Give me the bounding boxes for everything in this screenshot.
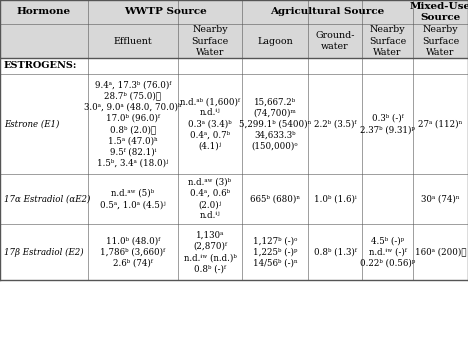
Text: 0.8ᵇ (1.3)ᶠ: 0.8ᵇ (1.3)ᶠ xyxy=(314,247,356,256)
Text: 160ᵃ (200)ᶉ: 160ᵃ (200)ᶉ xyxy=(415,247,466,256)
Text: WWTP Source: WWTP Source xyxy=(124,8,206,16)
Text: 15,667.2ᵇ
(74,700)ᵐ
5,299.1ᵇ (5400)ⁿ
34,633.3ᵇ
(150,000)ᵒ: 15,667.2ᵇ (74,700)ᵐ 5,299.1ᵇ (5400)ⁿ 34,… xyxy=(239,97,311,151)
Text: 30ᵃ (74)ⁿ: 30ᵃ (74)ⁿ xyxy=(421,194,460,203)
Text: Nearby
Surface
Water: Nearby Surface Water xyxy=(422,25,459,57)
Text: 665ᵇ (680)ⁿ: 665ᵇ (680)ⁿ xyxy=(250,194,300,203)
Text: Effluent: Effluent xyxy=(114,37,152,45)
Text: 1,127ᵇ (-)ᵒ
1,225ᵇ (-)ᵖ
14/56ᵇ (-)ⁿ: 1,127ᵇ (-)ᵒ 1,225ᵇ (-)ᵖ 14/56ᵇ (-)ⁿ xyxy=(253,236,297,267)
Bar xyxy=(0,174,468,224)
Text: Estrone (E1): Estrone (E1) xyxy=(4,120,59,129)
Text: 2.2ᵇ (3.5)ᶠ: 2.2ᵇ (3.5)ᶠ xyxy=(314,120,356,129)
Text: 9.4ᵃ, 17.3ᵇ (76.0)ᶠ
28.7ᵇ (75.0)ᶉ
3.0ᵃ, 9.0ᵃ (48.0, 70.0)ʰ
17.0ᵇ (96.0)ᶠ
0.8ᵇ (2: 9.4ᵃ, 17.3ᵇ (76.0)ᶠ 28.7ᵇ (75.0)ᶉ 3.0ᵃ, … xyxy=(84,81,182,167)
Text: n.d.ᵃʷ (3)ᵇ
0.4ᵃ, 0.6ᵇ
(2.0)ʲ
n.d.ᶤʲ: n.d.ᵃʷ (3)ᵇ 0.4ᵃ, 0.6ᵇ (2.0)ʲ n.d.ᶤʲ xyxy=(189,178,232,220)
Bar xyxy=(0,224,468,280)
Text: 4.5ᵇ (-)ᵖ
n.d.ᶤʷ (-)ᶠ
0.22ᵇ (0.56)ᵖ: 4.5ᵇ (-)ᵖ n.d.ᶤʷ (-)ᶠ 0.22ᵇ (0.56)ᵖ xyxy=(360,236,415,267)
Text: Nearby
Surface
Water: Nearby Surface Water xyxy=(191,25,229,57)
Text: 17α Estradiol (αE2): 17α Estradiol (αE2) xyxy=(4,194,90,203)
Text: Hormone: Hormone xyxy=(17,8,71,16)
Text: 0.3ᵇ (-)ᶠ
2.37ᵇ (9.31)ᵖ: 0.3ᵇ (-)ᶠ 2.37ᵇ (9.31)ᵖ xyxy=(360,114,415,134)
Bar xyxy=(0,0,468,24)
Text: 11.0ᵇ (48.0)ᶠ
1,786ᵇ (3,660)ᶠ
2.6ᵇ (74)ᶠ: 11.0ᵇ (48.0)ᶠ 1,786ᵇ (3,660)ᶠ 2.6ᵇ (74)ᶠ xyxy=(101,236,166,267)
Text: Lagoon: Lagoon xyxy=(257,37,293,45)
Text: 1.0ᵇ (1.6)ⁱ: 1.0ᵇ (1.6)ⁱ xyxy=(314,194,356,203)
Text: n.d.ᵃᵇ (1,600)ᶠ
n.d.ᶤʲ
0.3ᵃ (3.4)ᵇ
0.4ᵃ, 0.7ᵇ
(4.1)ʲ: n.d.ᵃᵇ (1,600)ᶠ n.d.ᶤʲ 0.3ᵃ (3.4)ᵇ 0.4ᵃ,… xyxy=(180,97,240,151)
Text: Mixed-Use
Source: Mixed-Use Source xyxy=(410,2,468,22)
Text: Ground-
water: Ground- water xyxy=(315,31,355,51)
Text: 17β Estradiol (E2): 17β Estradiol (E2) xyxy=(4,247,84,257)
Text: 1,130ᵃ
(2,870)ᶠ
n.d.ᶤʷ (n.d.)ᵇ
0.8ᵇ (-)ᶠ: 1,130ᵃ (2,870)ᶠ n.d.ᶤʷ (n.d.)ᵇ 0.8ᵇ (-)ᶠ xyxy=(183,231,236,273)
Text: ESTROGENS:: ESTROGENS: xyxy=(4,62,77,71)
Text: Agricultural Source: Agricultural Source xyxy=(271,8,385,16)
Text: n.d.ᵃʷ (5)ᵇ
0.5ᵃ, 1.0ᵃ (4.5)ʲ: n.d.ᵃʷ (5)ᵇ 0.5ᵃ, 1.0ᵃ (4.5)ʲ xyxy=(100,189,166,209)
Text: 27ᵃ (112)ⁿ: 27ᵃ (112)ⁿ xyxy=(418,120,463,129)
Bar xyxy=(0,24,468,58)
Bar xyxy=(0,74,468,174)
Bar xyxy=(0,58,468,74)
Text: Nearby
Surface
Water: Nearby Surface Water xyxy=(369,25,406,57)
